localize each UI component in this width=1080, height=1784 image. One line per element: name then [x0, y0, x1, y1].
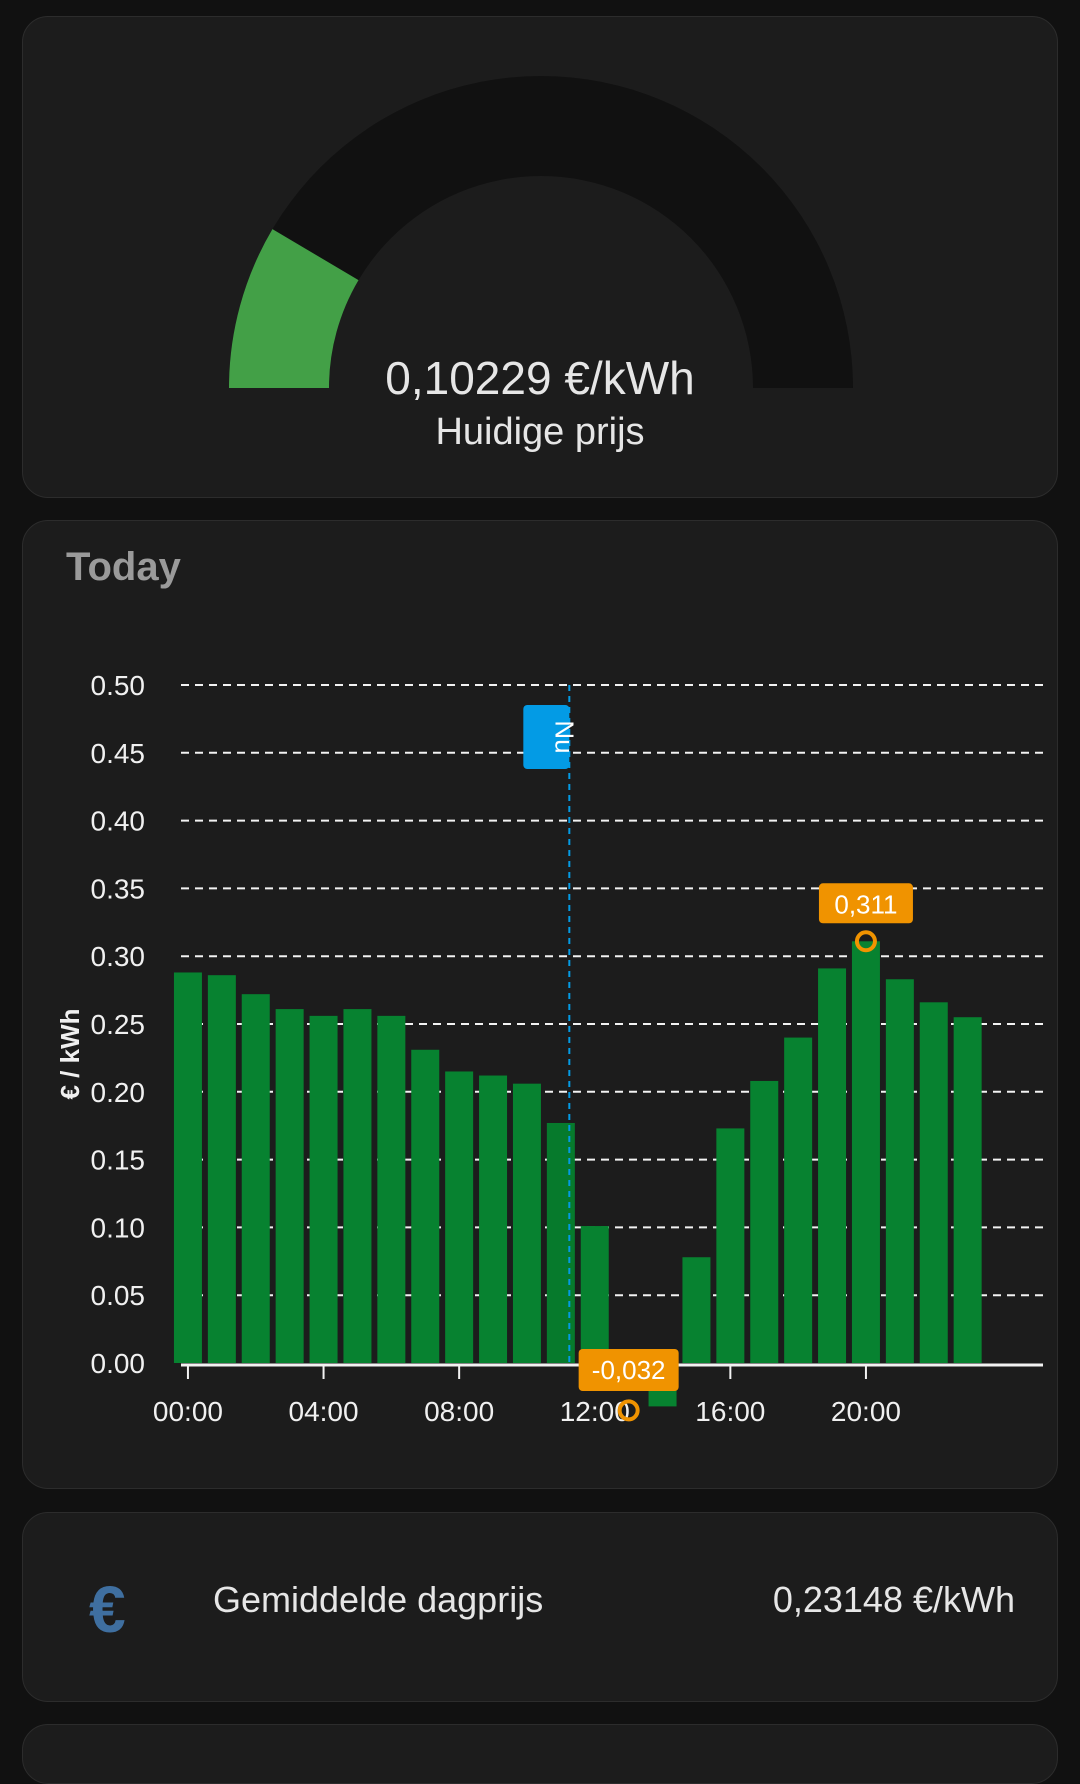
- bar-12: [580, 1226, 609, 1363]
- y-tick-label: 0.20: [91, 1077, 146, 1108]
- bar-05: [343, 1009, 372, 1363]
- bar-16: [716, 1128, 745, 1363]
- price-bar-chart[interactable]: 0.00 0.05 0.10 0.15 0.20 0.25 0.30 0.35 0.40 0.45…: [23, 521, 1059, 1490]
- min-label: -0,032: [592, 1355, 666, 1385]
- bar-01: [207, 975, 236, 1363]
- bar-03: [275, 1009, 304, 1363]
- y-tick-label: 0.30: [91, 941, 146, 972]
- bar-06: [377, 1015, 406, 1363]
- bar-08: [445, 1071, 474, 1363]
- gauge-card[interactable]: 0,10229 €/kWh Huidige prijs: [22, 16, 1058, 498]
- now-badge: [523, 705, 570, 769]
- bar-20: [851, 941, 880, 1363]
- x-tick-label: 00:00: [153, 1396, 223, 1427]
- bar-23: [953, 1017, 982, 1363]
- x-tick-label: 08:00: [424, 1396, 494, 1427]
- x-tick-label: 04:00: [289, 1396, 359, 1427]
- bar-07: [411, 1049, 440, 1363]
- next-card: [22, 1724, 1058, 1784]
- y-tick-label: 0.35: [91, 873, 146, 904]
- bar-17: [750, 1080, 779, 1363]
- bar-04: [309, 1015, 338, 1363]
- y-tick-label: 0.50: [91, 670, 146, 701]
- bar-11: [546, 1122, 575, 1363]
- y-tick-label: 0.45: [91, 738, 146, 769]
- bar-02: [241, 994, 270, 1363]
- max-label: 0,311: [834, 889, 897, 919]
- bar-21: [885, 979, 914, 1363]
- bar-09: [479, 1075, 508, 1363]
- gauge-svg: [229, 76, 853, 388]
- y-tick-label: 0.15: [91, 1145, 146, 1176]
- bar-15: [682, 1257, 711, 1363]
- current-price-value: 0,10229 €/kWh: [385, 352, 695, 404]
- min-badge: [578, 1349, 679, 1391]
- bar-10: [512, 1083, 541, 1363]
- y-tick-label: 0.00: [91, 1348, 146, 1379]
- average-price-card[interactable]: € Gemiddelde dagprijs 0,23148 €/kWh: [22, 1512, 1058, 1702]
- x-tick-label: 16:00: [695, 1396, 765, 1427]
- bar-00: [173, 972, 202, 1363]
- average-price-value: 0,23148 €/kWh: [772, 1579, 1015, 1620]
- current-price-label: Huidige prijs: [435, 411, 645, 453]
- y-tick-label: 0.25: [91, 1009, 146, 1040]
- max-badge: [818, 883, 913, 924]
- y-tick-label: 0.05: [91, 1280, 146, 1311]
- bar-18: [784, 1037, 813, 1363]
- bar-19: [818, 968, 847, 1363]
- x-tick-label: 20:00: [831, 1396, 901, 1427]
- y-axis-label: € / kWh: [55, 1008, 85, 1099]
- max-marker: [854, 930, 877, 953]
- gauge-track: [229, 76, 853, 388]
- y-tick-label: 0.40: [91, 806, 146, 837]
- now-label: Nu: [549, 720, 579, 753]
- chart-title: Today: [66, 545, 181, 589]
- gauge-fill: [229, 229, 359, 388]
- average-price-label: Gemiddelde dagprijs: [213, 1579, 544, 1620]
- price-chart-card[interactable]: Today 0.00 0.05 0.10 0.15 0.20 0.25 0.30 0.35 0.…: [22, 520, 1058, 1489]
- y-tick-label: 0.10: [91, 1212, 146, 1243]
- euro-icon: €: [89, 1572, 126, 1646]
- bar-22: [919, 1002, 948, 1363]
- min-marker: [617, 1399, 640, 1422]
